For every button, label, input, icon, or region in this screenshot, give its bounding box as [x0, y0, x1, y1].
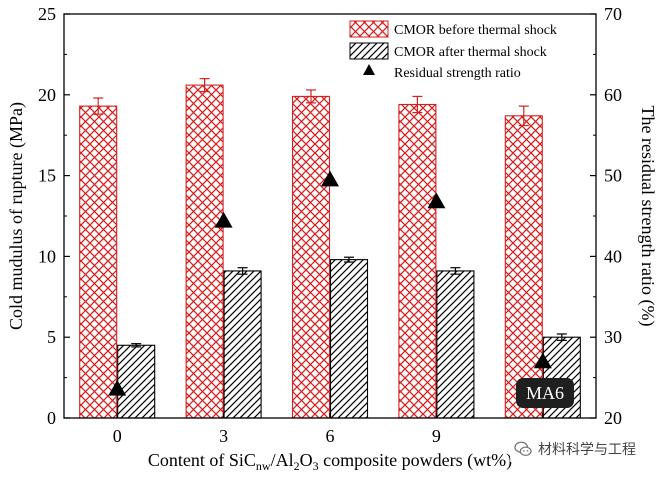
left-tick-label: 25 [38, 4, 56, 24]
x-tick-label: 3 [219, 426, 228, 446]
bar-before [185, 84, 224, 419]
x-tick-label: 0 [113, 426, 122, 446]
watermark: 材料科学与工程 [510, 436, 640, 462]
x-axis-label: Content of SiCnw/Al2O3 composite powders… [148, 450, 512, 473]
left-tick-label: 0 [47, 408, 56, 428]
x-axis-label-sub: 3 [313, 459, 319, 473]
right-tick-label: 70 [604, 4, 622, 24]
right-axis-ticks: 20 30 40 50 60 70 [590, 4, 622, 428]
x-axis-label-part: Content of SiC [148, 450, 256, 470]
legend-label-before: CMOR before thermal shock [394, 23, 557, 38]
bar-after [329, 259, 369, 419]
legend-triangle-marker [363, 64, 375, 75]
ma6-annotation: MA6 [516, 378, 574, 408]
right-tick-label: 40 [604, 246, 622, 266]
ratio-marker [214, 211, 233, 228]
bar-after [223, 270, 262, 419]
left-tick-label: 10 [38, 246, 56, 266]
bar-after [117, 344, 156, 419]
markers-layer [108, 170, 552, 396]
bar-before [79, 105, 118, 419]
ma6-label: MA6 [526, 383, 564, 403]
wechat-icon [514, 441, 532, 457]
left-tick-label: 20 [38, 85, 56, 105]
x-axis-label-part: /Al [271, 450, 294, 470]
legend-swatch-after [349, 42, 389, 60]
left-tick-label: 5 [47, 327, 56, 347]
bar-before [398, 103, 437, 419]
ratio-marker [321, 170, 339, 187]
error-bars-layer [93, 78, 567, 348]
y-axis-left-label: Cold mudulus of rupture (MPa) [6, 102, 27, 330]
watermark-text: 材料科学与工程 [538, 442, 636, 458]
right-tick-label: 60 [604, 85, 622, 105]
x-axis-ticks: 0 3 6 9 [113, 413, 544, 446]
right-tick-label: 50 [604, 166, 622, 186]
bars-layer [79, 84, 581, 419]
bar-before [504, 115, 543, 419]
right-tick-label: 30 [604, 327, 622, 347]
legend-swatch-before [349, 20, 389, 38]
ratio-marker [108, 379, 127, 396]
ratio-marker [533, 352, 552, 369]
left-axis-ticks: 0 5 10 15 20 25 [38, 4, 70, 428]
bar-before [291, 95, 331, 419]
x-axis-label-part: O [300, 450, 313, 470]
left-tick-label: 15 [38, 166, 56, 186]
ma6-box [516, 378, 574, 408]
right-tick-label: 20 [604, 408, 622, 428]
legend: CMOR before thermal shock CMOR after the… [349, 20, 557, 81]
ratio-marker [427, 192, 446, 209]
x-axis-label-sub: 2 [294, 459, 300, 473]
legend-label-ratio: Residual strength ratio [394, 66, 521, 81]
legend-label-after: CMOR after thermal shock [394, 45, 547, 60]
x-tick-label: 9 [432, 426, 441, 446]
bar-after [436, 270, 475, 419]
x-axis-label-sub: nw [256, 459, 271, 473]
x-axis-label-part: composite powders (wt%) [319, 450, 512, 471]
y-axis-right-label: The residual strength ratio (%) [637, 106, 658, 327]
x-tick-label: 6 [326, 426, 335, 446]
